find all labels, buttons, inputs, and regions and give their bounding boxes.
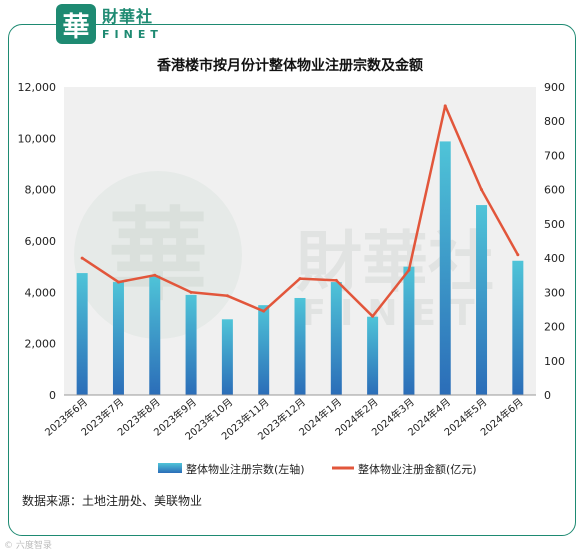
line-point [298, 277, 302, 281]
bar [221, 319, 233, 395]
right-axis: 0 100 200 300 400 500 600 700 800 900 [544, 81, 565, 402]
bar [512, 260, 524, 395]
line-point [153, 273, 157, 277]
right-tick-label: 700 [544, 149, 565, 162]
line-point [334, 278, 338, 282]
line-point [407, 268, 411, 272]
bar [439, 141, 451, 395]
bar [149, 275, 161, 395]
line-point [516, 253, 520, 257]
right-tick-label: 800 [544, 115, 565, 128]
line-point [262, 309, 266, 313]
right-tick-label: 600 [544, 184, 565, 197]
legend-bar-label: 整体物业注册宗数(左轴) [186, 462, 305, 476]
legend-bar-swatch [158, 463, 182, 473]
bar-series [76, 141, 524, 395]
line-point [116, 280, 120, 284]
brand-text: 財華社 FINET [102, 6, 163, 41]
right-tick-label: 300 [544, 286, 565, 299]
line-point [480, 188, 484, 192]
legend-line-label: 整体物业注册金额(亿元) [358, 462, 477, 476]
left-tick-label: 6,000 [25, 235, 57, 248]
left-tick-label: 0 [49, 389, 56, 402]
right-tick-label: 0 [544, 389, 551, 402]
bar [367, 316, 379, 395]
brand-name-en: FINET [102, 27, 163, 41]
legend: 整体物业注册宗数(左轴) 整体物业注册金额(亿元) [158, 462, 477, 476]
line-series [80, 104, 520, 318]
brand-seal-icon: 華 [56, 4, 96, 44]
bar [185, 294, 197, 395]
left-axis: 0 2,000 4,000 6,000 8,000 10,000 12,000 [18, 81, 57, 402]
brand-name-cn: 財華社 [102, 6, 154, 26]
bar [294, 297, 306, 395]
left-tick-label: 4,000 [25, 286, 57, 299]
chart-title: 香港楼市按月份计整体物业注册宗数及金额 [156, 57, 423, 74]
footer-watermark: © 六度智录 [4, 541, 52, 551]
x-axis: 2023年6月2023年7月2023年8月2023年9月2023年10月2023… [42, 394, 536, 443]
bar [476, 205, 488, 395]
line-point [443, 104, 447, 108]
bar [330, 282, 342, 395]
brand-logo: 華 財華社 FINET [56, 4, 163, 44]
right-tick-label: 500 [544, 218, 565, 231]
watermark-name-en: FINET [301, 293, 488, 334]
line-point [371, 314, 375, 318]
left-tick-label: 8,000 [25, 184, 57, 197]
bar [403, 266, 415, 395]
bar [112, 282, 124, 395]
line-point [225, 294, 229, 298]
bar [258, 305, 270, 395]
left-tick-label: 2,000 [25, 338, 57, 351]
left-tick-label: 12,000 [18, 81, 57, 94]
left-tick-label: 10,000 [18, 132, 57, 145]
right-tick-label: 900 [544, 81, 565, 94]
source-note: 数据来源：土地注册处、美联物业 [22, 494, 203, 508]
bar [76, 273, 88, 395]
right-tick-label: 100 [544, 355, 565, 368]
right-tick-label: 200 [544, 321, 565, 334]
line-point [80, 256, 84, 260]
line-point [189, 290, 193, 294]
right-tick-label: 400 [544, 252, 565, 265]
